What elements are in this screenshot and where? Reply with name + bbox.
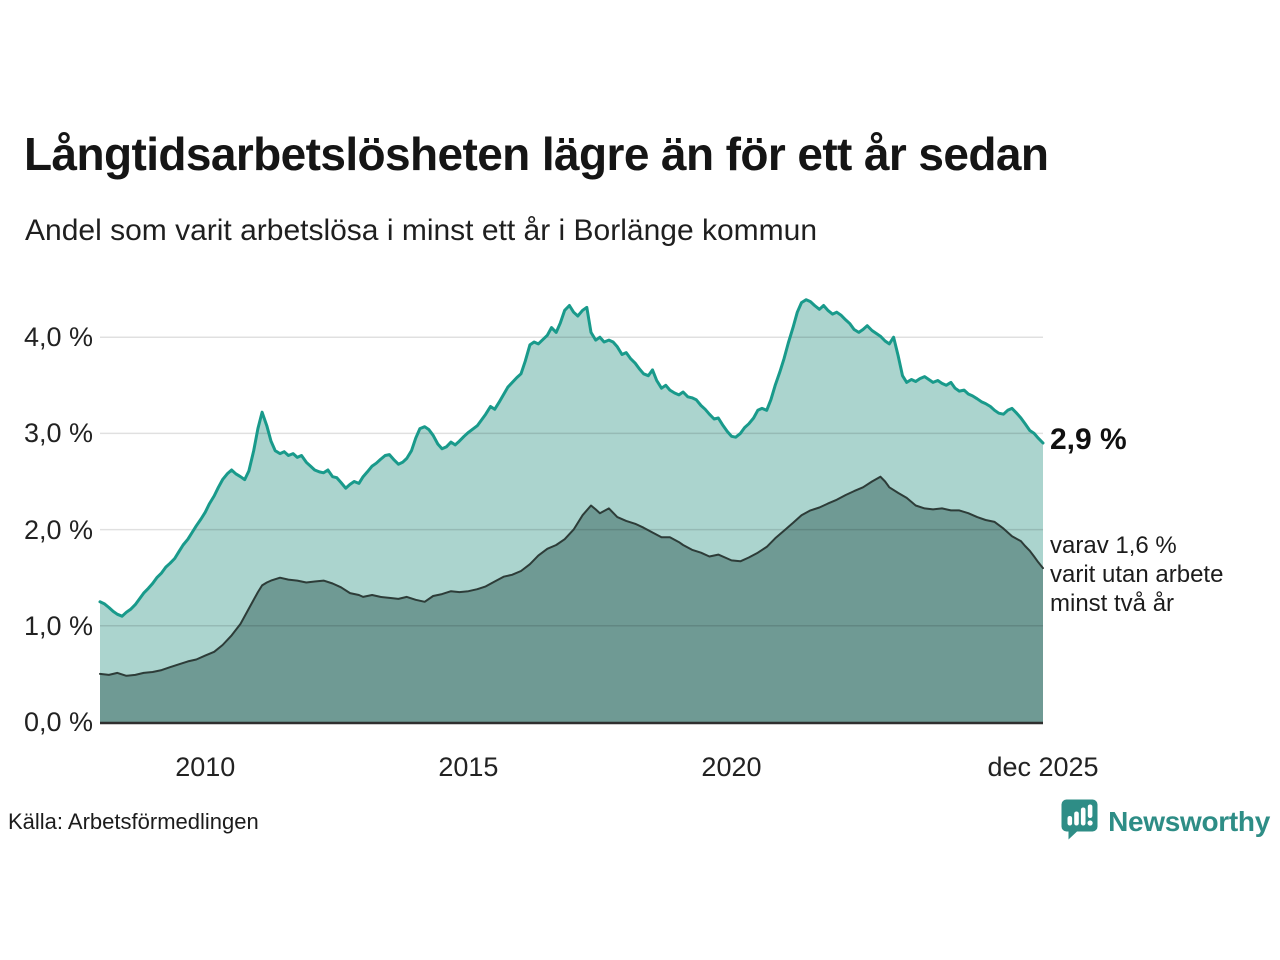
- secondary-annotation-line: minst två år: [1050, 590, 1175, 617]
- y-tick-label: 0,0 %: [23, 707, 93, 737]
- y-tick-label: 1,0 %: [23, 610, 93, 641]
- end-value-annotation: 2,9 %: [1050, 423, 1127, 456]
- x-tick-label: 2020: [701, 752, 762, 782]
- x-tick-label: 2015: [438, 752, 499, 782]
- chart-subtitle: Andel som varit arbetslösa i minst ett å…: [25, 214, 817, 247]
- y-tick-label: 2,0 %: [23, 514, 93, 545]
- newsworthy-speech-bubble-bar-chart-icon: [1061, 799, 1098, 845]
- x-tick-label: 2010: [175, 752, 236, 782]
- brand-name: Newsworthy: [1108, 806, 1270, 837]
- x-tick-label: dec 2025: [987, 752, 1099, 782]
- y-tick-label: 3,0 %: [23, 418, 93, 449]
- secondary-annotation: varav 1,6 % varit utan arbete minst två …: [1050, 531, 1223, 618]
- source-credit: Källa: Arbetsförmedlingen: [8, 809, 259, 834]
- secondary-annotation-line: varit utan arbete: [1050, 561, 1224, 588]
- page-title: Långtidsarbetslösheten lägre än för ett …: [24, 128, 1049, 180]
- secondary-annotation-line: varav 1,6 %: [1050, 532, 1177, 559]
- y-tick-label: 4,0 %: [23, 322, 93, 353]
- brand-logo: Newsworthy: [1061, 799, 1270, 845]
